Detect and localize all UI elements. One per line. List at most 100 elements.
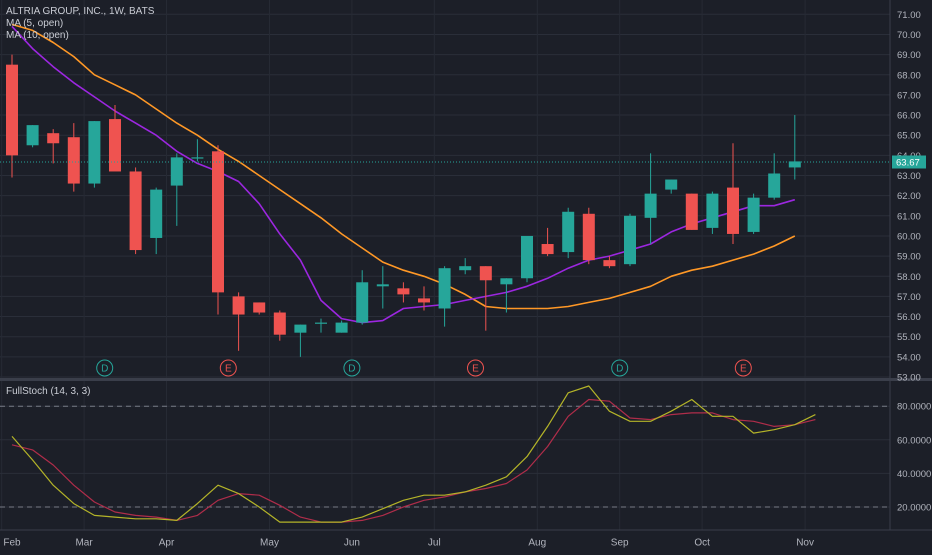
candle-body — [335, 322, 348, 333]
candle — [191, 139, 204, 162]
candle-body — [273, 312, 286, 335]
event-marker-label: E — [472, 364, 479, 375]
candle-body — [232, 296, 245, 315]
candle — [624, 213, 636, 267]
candle — [582, 207, 595, 265]
stoch-layer — [0, 385, 890, 523]
time-tick-label: Mar — [75, 538, 93, 549]
candle-body — [6, 64, 18, 156]
candle-body — [212, 151, 224, 293]
stoch-tick-label: 80.0000 — [897, 402, 931, 413]
candle — [768, 153, 781, 200]
candle-body — [294, 324, 307, 333]
price-tick-label: 65.00 — [897, 131, 921, 142]
candle-body — [47, 133, 60, 144]
candle — [67, 123, 80, 192]
candle — [232, 292, 245, 351]
price-tick-label: 60.00 — [897, 231, 921, 242]
time-tick-label: Feb — [3, 538, 21, 549]
candle — [541, 227, 554, 257]
candle — [665, 179, 678, 194]
ma5-layer — [11, 25, 796, 324]
candle — [150, 187, 163, 255]
candle — [479, 266, 492, 331]
candle-body — [727, 187, 739, 234]
candle — [727, 143, 739, 245]
price-tick-label: 56.00 — [897, 312, 921, 323]
price-tick-label: 53.00 — [897, 373, 921, 384]
stoch-d-line — [11, 398, 816, 523]
event-marker-label: E — [225, 364, 232, 375]
candle — [788, 115, 801, 180]
candle — [109, 104, 121, 172]
candle-body — [603, 260, 616, 267]
price-tick-label: 63.00 — [897, 171, 921, 182]
time-tick-label: Apr — [159, 538, 175, 549]
event-marker-circle — [467, 359, 484, 377]
candle-body — [747, 197, 760, 232]
candle — [170, 153, 183, 226]
price-tick-label: 61.00 — [897, 211, 921, 222]
event-marker-label: D — [101, 364, 108, 375]
candle-body — [665, 179, 678, 190]
candle — [747, 193, 760, 234]
candle-body — [170, 157, 183, 186]
candle-body — [88, 121, 101, 184]
candle — [88, 121, 101, 188]
candle — [273, 310, 286, 341]
time-tick-label: Nov — [796, 538, 814, 549]
candle-body — [500, 278, 513, 285]
stoch-legend: FullStoch (14, 3, 3) — [6, 386, 90, 398]
candle-body — [438, 268, 451, 309]
stoch-title: FullStoch (14, 3, 3) — [6, 386, 91, 397]
price-tick-label: 66.00 — [897, 111, 921, 122]
time-tick-label: Sep — [611, 538, 629, 549]
ma5-line — [11, 25, 796, 324]
candle-body — [624, 215, 636, 265]
price-tick-label: 70.00 — [897, 30, 921, 41]
time-tick-label: Jun — [344, 538, 360, 549]
candle — [418, 286, 430, 311]
candle-body — [418, 298, 430, 303]
candle — [376, 266, 389, 309]
candle-body — [356, 282, 369, 323]
candle-body — [376, 284, 389, 287]
price-tick-label: 57.00 — [897, 292, 921, 303]
time-tick-label: Oct — [694, 538, 710, 549]
price-tick-label: 55.00 — [897, 332, 921, 343]
earnings-marker: E — [219, 359, 237, 377]
dividend-marker: D — [96, 359, 114, 377]
last-price-badge — [892, 155, 926, 169]
price-tick-label: 62.00 — [897, 191, 921, 202]
candle — [685, 193, 698, 230]
candle — [26, 125, 39, 148]
candle-body — [768, 173, 781, 198]
dividend-marker: D — [343, 359, 361, 377]
candle — [438, 266, 451, 327]
candle — [6, 54, 18, 178]
candle-body — [521, 235, 533, 279]
stoch-tick-label: 40.0000 — [897, 469, 931, 480]
candle-body — [706, 193, 719, 228]
ma10-line — [11, 23, 796, 310]
candle-body — [541, 244, 554, 255]
ma5-legend-label: MA (5, open) — [6, 18, 64, 29]
candle-body — [582, 213, 595, 261]
grid-layer — [0, 0, 890, 530]
event-marker-circle — [219, 359, 237, 377]
dividend-marker: D — [611, 359, 629, 377]
earnings-marker: E — [467, 359, 484, 377]
candle — [459, 258, 472, 275]
candle — [315, 318, 327, 333]
price-tick-label: 71.00 — [897, 10, 921, 21]
price-tick-label: 67.00 — [897, 90, 921, 101]
event-marker-circle — [96, 359, 114, 377]
candle — [397, 282, 410, 303]
last-price-label: 63.67 — [896, 157, 920, 168]
candle-body — [685, 193, 698, 230]
candle-body — [315, 322, 327, 324]
ma10-layer — [11, 23, 796, 310]
